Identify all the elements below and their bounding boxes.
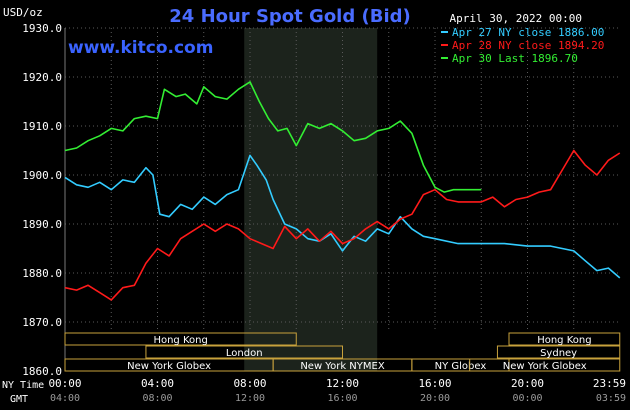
session-label: New York NYMEX (300, 361, 385, 372)
x-tick-label-ny: 12:00 (326, 377, 359, 390)
series-line-1 (64, 149, 621, 301)
session-box (508, 332, 621, 346)
session-label: London (226, 348, 263, 359)
y-tick-label: 1910.0 (22, 120, 62, 133)
x-tick-label-gmt: 08:00 (142, 393, 172, 404)
session-label: Sydney (540, 348, 577, 359)
x-tick-label-gmt: 16:00 (327, 393, 357, 404)
x-tick-label-ny: 20:00 (511, 377, 544, 390)
x-tick-label-ny: 23:59 (593, 377, 626, 390)
x-tick-label-gmt: 12:00 (235, 393, 265, 404)
x-tick-label-ny: 00:00 (48, 377, 81, 390)
session-box (411, 358, 510, 372)
kitco-watermark: www.kitco.com (68, 38, 213, 58)
x-tick-label-ny: 04:00 (141, 377, 174, 390)
series-line-2 (64, 81, 482, 193)
x-axis-label-gmt: GMT (10, 394, 28, 405)
session-label: Hong Kong (537, 335, 591, 346)
legend-entry: Apr 30 Last 1896.70 (452, 52, 578, 65)
y-tick-label: 1900.0 (22, 169, 62, 182)
chart-title: 24 Hour Spot Gold (Bid) (169, 6, 410, 27)
y-tick-label: 1890.0 (22, 218, 62, 231)
session-box (145, 345, 343, 359)
nymex-session-band (244, 28, 378, 371)
session-label: New York Globex (127, 361, 211, 372)
legend-entry: Apr 27 NY close 1886.00 (452, 26, 604, 39)
session-label: Hong Kong (153, 335, 207, 346)
legend-entry: Apr 28 NY close 1894.20 (452, 39, 604, 52)
x-tick-label-ny: 08:00 (233, 377, 266, 390)
y-tick-label: 1880.0 (22, 267, 62, 280)
x-tick-label-gmt: 20:00 (420, 393, 450, 404)
session-label: NY Globex (435, 361, 487, 372)
y-tick-label: 1920.0 (22, 71, 62, 84)
x-tick-label-ny: 16:00 (418, 377, 451, 390)
x-tick-label-gmt: 03:59 (596, 393, 626, 404)
y-tick-label: 1930.0 (22, 22, 62, 35)
x-axis-label-ny: NY Time (2, 380, 44, 391)
session-label: New York Globex (503, 361, 587, 372)
session-box (469, 358, 621, 372)
session-box (496, 345, 621, 359)
y-axis-unit: USD/oz (3, 6, 43, 19)
session-box (64, 332, 297, 346)
x-tick-label-gmt: 04:00 (50, 393, 80, 404)
series-line-0 (64, 154, 621, 279)
y-tick-label: 1870.0 (22, 316, 62, 329)
y-tick-label: 1860.0 (22, 365, 62, 378)
x-tick-label-gmt: 00:00 (512, 393, 542, 404)
chart-date: April 30, 2022 00:00 (450, 12, 582, 25)
